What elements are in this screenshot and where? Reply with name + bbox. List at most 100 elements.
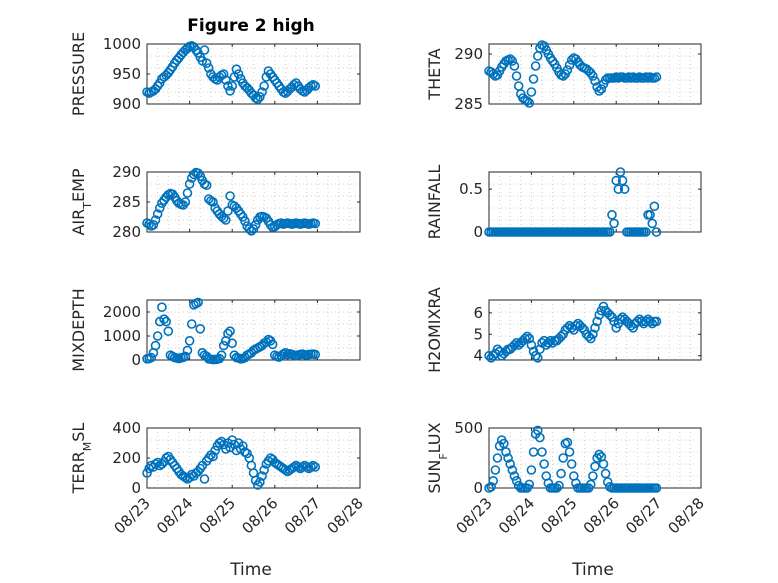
data-point <box>615 314 626 325</box>
y-tick-label: 285 <box>454 95 483 113</box>
data-point <box>505 54 516 64</box>
data-point <box>233 69 244 79</box>
data-point <box>152 209 163 219</box>
data-point <box>182 188 193 198</box>
data-point <box>649 201 660 212</box>
y-tick-label: 200 <box>112 449 141 467</box>
data-point <box>231 64 242 74</box>
data-point <box>250 220 261 230</box>
data-point <box>594 86 605 96</box>
data-point <box>611 175 622 186</box>
data-point <box>564 60 575 70</box>
data-point <box>259 465 269 475</box>
data-point <box>255 477 265 487</box>
data-point <box>588 71 598 81</box>
data-point <box>159 314 169 325</box>
data-point <box>186 319 197 329</box>
data-point <box>182 345 193 356</box>
data-point <box>201 180 212 190</box>
data-point <box>208 451 218 462</box>
data-point <box>503 453 513 463</box>
data-point <box>152 331 163 341</box>
data-point <box>509 61 520 71</box>
data-point <box>180 351 191 362</box>
data-point <box>203 63 214 73</box>
data-point <box>242 448 252 459</box>
data-point <box>223 81 233 91</box>
data-point <box>645 316 655 327</box>
data-point <box>507 465 518 475</box>
data-point <box>545 335 556 346</box>
data-point <box>524 479 535 490</box>
data-point <box>193 297 203 308</box>
data-point <box>596 84 607 94</box>
y-tick-label: 1000 <box>103 35 141 53</box>
data-point <box>221 444 231 454</box>
data-point <box>528 74 539 84</box>
data-point <box>488 475 499 486</box>
data-point <box>216 350 227 361</box>
y-axis-label: H2OMIXRA <box>425 287 444 373</box>
data-point <box>590 76 600 86</box>
data-point <box>144 219 154 229</box>
data-point <box>201 58 212 69</box>
data-point <box>651 316 662 327</box>
data-point <box>598 459 609 469</box>
y-tick-label: 280 <box>112 223 141 241</box>
data-point <box>221 215 231 225</box>
data-point <box>238 441 248 451</box>
axes-box <box>488 427 702 489</box>
y-tick-label: 6 <box>473 304 483 322</box>
y-tick-label: 5 <box>473 325 483 343</box>
y-tick-label: 0 <box>131 479 141 497</box>
data-point <box>530 350 541 361</box>
data-point <box>310 81 321 91</box>
data-point <box>225 191 235 201</box>
data-point <box>252 94 263 104</box>
data-point <box>163 326 174 337</box>
data-point <box>615 167 626 177</box>
data-point <box>492 453 503 463</box>
data-point <box>590 323 600 333</box>
data-point <box>310 462 321 472</box>
data-point <box>261 337 272 347</box>
data-point <box>195 323 206 334</box>
data-point <box>526 465 537 475</box>
data-point <box>588 329 598 340</box>
y-tick-label: 290 <box>112 163 141 181</box>
data-point <box>161 316 171 327</box>
y-tick-label: 900 <box>112 95 141 113</box>
data-point <box>571 320 581 331</box>
data-point <box>157 302 167 313</box>
data-point <box>255 92 265 102</box>
data-point <box>150 459 161 469</box>
data-point <box>184 179 195 189</box>
data-point <box>280 347 291 358</box>
y-tick-label: 285 <box>112 193 141 211</box>
data-point <box>501 447 511 457</box>
data-point <box>532 353 543 363</box>
y-tick-label: 500 <box>454 419 483 437</box>
data-point <box>651 72 662 82</box>
data-point <box>148 220 159 230</box>
y-tick-label: 4 <box>473 347 483 365</box>
data-point <box>562 323 573 333</box>
data-point <box>605 310 615 320</box>
data-point <box>564 447 575 457</box>
y-axis-label: RAINFALL <box>425 165 444 240</box>
data-point <box>522 331 532 342</box>
data-point <box>208 197 218 207</box>
data-point <box>530 61 541 71</box>
data-point <box>562 437 573 448</box>
data-point <box>199 474 210 484</box>
data-point <box>499 438 509 449</box>
data-point <box>619 184 630 194</box>
y-tick-label: 0 <box>131 351 141 369</box>
data-point <box>562 65 573 75</box>
data-point <box>240 216 250 226</box>
data-point <box>535 344 545 355</box>
data-point <box>280 465 291 475</box>
data-point <box>221 75 231 85</box>
data-point <box>146 352 157 363</box>
data-point <box>289 80 299 90</box>
